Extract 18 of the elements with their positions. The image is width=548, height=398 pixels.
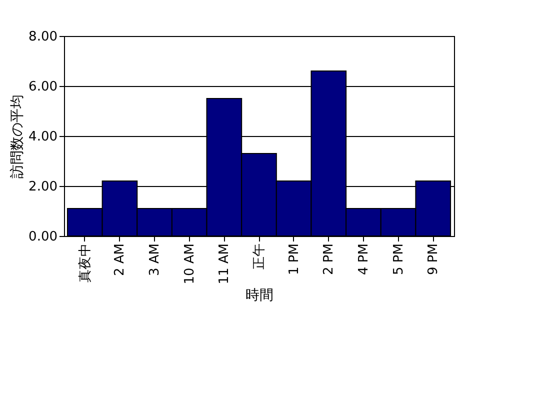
x-tick-label: 2 PM bbox=[322, 244, 337, 275]
x-tick-label: 5 PM bbox=[391, 244, 406, 275]
x-tick-label: 10 AM bbox=[182, 244, 198, 284]
x-tick-label: 3 AM bbox=[148, 244, 163, 276]
x-tick-label: 真夜中 bbox=[76, 244, 93, 282]
y-tick-label: 4.00 bbox=[28, 130, 58, 144]
x-tick-label: 2 AM bbox=[112, 244, 128, 276]
x-tick-label: 9 PM bbox=[426, 244, 442, 275]
y-axis-title: 訪問数の平均 bbox=[10, 94, 26, 178]
y-tick-label: 6.00 bbox=[28, 80, 58, 94]
x-tick-label: 4 PM bbox=[356, 244, 372, 275]
x-tick-label: 正午 bbox=[252, 244, 267, 270]
x-tick-label: 11 AM bbox=[217, 244, 232, 284]
y-tick-label: 2.00 bbox=[28, 180, 58, 194]
x-axis-title: 時間 bbox=[246, 287, 274, 304]
x-tick-label: 1 PM bbox=[286, 244, 302, 275]
y-tick-label: 0.00 bbox=[28, 230, 58, 244]
y-tick-label: 8.00 bbox=[28, 30, 58, 44]
